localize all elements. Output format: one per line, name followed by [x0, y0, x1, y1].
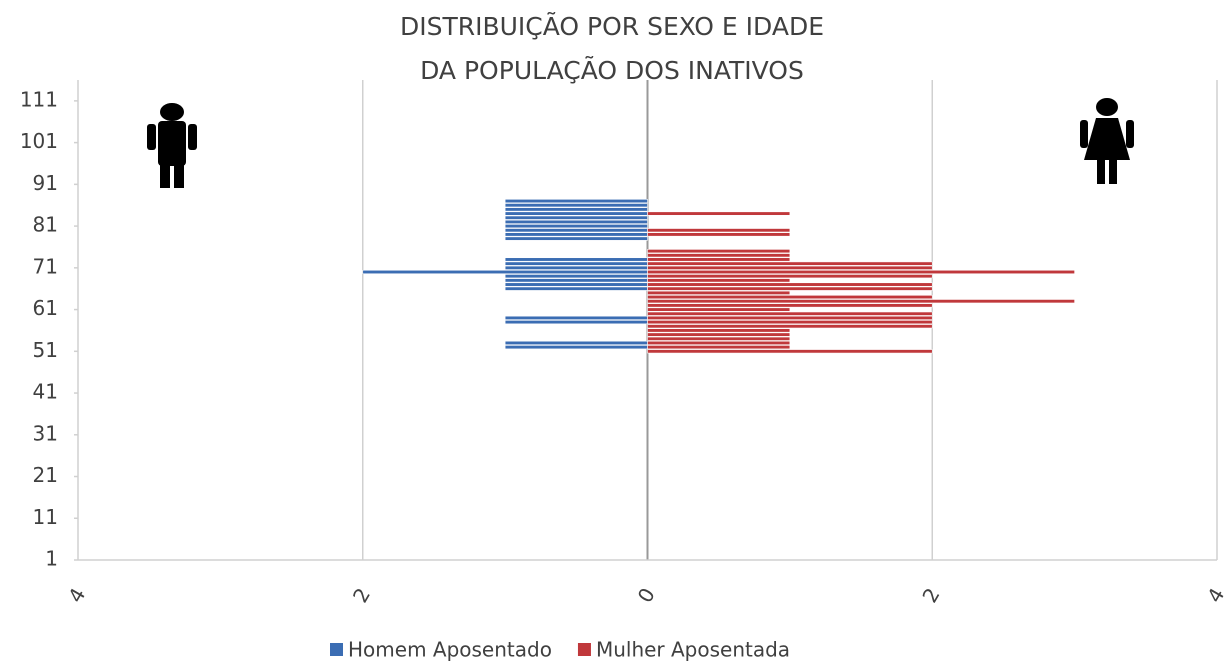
bar — [362, 269, 648, 275]
bar — [647, 249, 791, 254]
bar — [504, 274, 648, 279]
bar — [647, 324, 933, 329]
male-icon — [147, 103, 197, 188]
bar — [647, 228, 791, 233]
bar — [647, 274, 933, 279]
legend-label: Mulher Aposentada — [596, 638, 790, 662]
bar — [504, 261, 648, 266]
female-icon — [1080, 98, 1134, 184]
bar — [647, 320, 933, 325]
y-tick-label: 71 — [33, 254, 58, 278]
bar — [504, 282, 648, 287]
bar — [504, 211, 648, 216]
bar — [504, 207, 648, 212]
x-tick-label: 4 — [1202, 584, 1229, 607]
bar — [647, 269, 1075, 275]
bar — [647, 315, 933, 320]
legend-label: Homem Aposentado — [348, 638, 552, 662]
bar — [504, 236, 648, 241]
y-tick-label: 31 — [33, 421, 58, 445]
y-tick-label: 11 — [33, 505, 58, 529]
bar — [504, 232, 648, 237]
bar — [647, 282, 933, 287]
bar — [647, 232, 791, 237]
bar — [504, 215, 648, 220]
y-tick-label: 81 — [33, 213, 58, 237]
bar — [647, 278, 791, 283]
bar — [647, 311, 933, 316]
chart-title: DA POPULAÇÃO DOS INATIVOS — [420, 55, 804, 85]
bar — [504, 278, 648, 283]
y-tick-label: 101 — [20, 129, 58, 153]
x-tick-label: 2 — [348, 584, 375, 607]
bar — [504, 286, 648, 291]
y-tick-label: 61 — [33, 296, 58, 320]
bar — [504, 228, 648, 233]
bar — [647, 328, 791, 333]
bar — [504, 198, 648, 204]
y-tick-label: 51 — [33, 338, 58, 362]
x-tick-label: 2 — [917, 584, 944, 607]
bar — [647, 299, 1075, 304]
x-tick-label: 0 — [633, 584, 660, 607]
bar — [504, 345, 648, 350]
y-tick-label: 21 — [33, 463, 58, 487]
bar — [647, 290, 791, 295]
y-tick-label: 91 — [33, 171, 58, 195]
bar — [647, 294, 933, 300]
bar — [647, 265, 933, 270]
bar — [647, 340, 791, 346]
x-tick-label: 4 — [63, 584, 90, 607]
bar — [647, 261, 933, 266]
legend-swatch — [577, 643, 591, 656]
bar — [504, 265, 648, 270]
bar — [647, 349, 933, 354]
bar — [504, 257, 648, 262]
y-tick-label: 1 — [45, 547, 58, 571]
bar — [504, 320, 648, 325]
bar — [504, 203, 648, 208]
bar — [647, 307, 791, 312]
y-tick-label: 41 — [33, 380, 58, 404]
bar — [504, 219, 648, 224]
bar — [647, 345, 791, 350]
bar — [647, 211, 791, 216]
bar — [647, 303, 933, 308]
chart-title: DISTRIBUIÇÃO POR SEXO E IDADE — [400, 11, 824, 41]
legend-swatch — [330, 643, 343, 656]
bar — [504, 315, 648, 320]
bar — [647, 286, 933, 291]
bar — [647, 253, 791, 258]
bar — [504, 224, 648, 229]
bar — [647, 332, 791, 337]
bar — [647, 257, 791, 262]
bar — [504, 340, 648, 346]
y-tick-label: 111 — [20, 87, 58, 111]
bar — [647, 336, 791, 341]
